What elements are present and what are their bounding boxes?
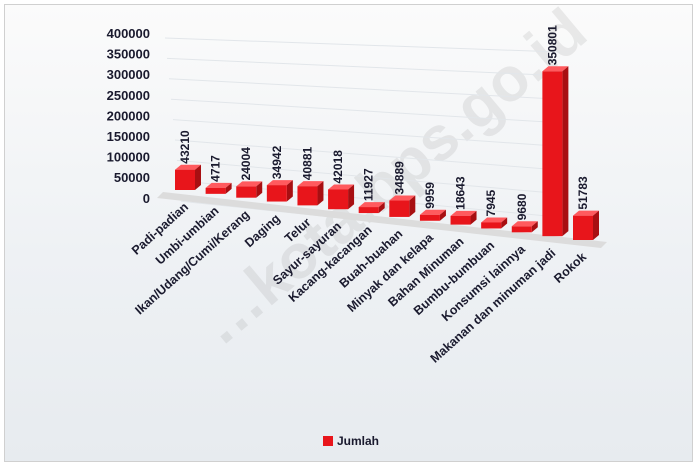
- data-label: 9959: [423, 182, 437, 209]
- chart-floor: [157, 192, 607, 248]
- bar-front: [236, 186, 257, 198]
- gridline: [176, 159, 561, 195]
- bar-side: [317, 181, 324, 206]
- bar: [511, 221, 538, 233]
- bar-top: [450, 210, 477, 216]
- bar-front: [266, 185, 287, 202]
- bar-side: [562, 66, 569, 237]
- y-tick-label: 400000: [107, 26, 150, 41]
- bar: [266, 180, 293, 202]
- bar-side: [593, 210, 599, 240]
- legend: Jumlah: [323, 434, 379, 448]
- y-tick-label: 0: [143, 191, 150, 206]
- bar-front: [205, 187, 226, 194]
- gridline: [164, 37, 561, 53]
- bar-front: [328, 189, 349, 210]
- bar-front: [175, 169, 195, 190]
- legend-swatch: [323, 436, 333, 446]
- data-label: 40881: [300, 146, 314, 180]
- y-axis-ticks: 400000 350000 300000 250000 200000 150000 1000…: [107, 26, 150, 206]
- data-label: 43210: [178, 130, 192, 164]
- bar-front: [450, 215, 471, 225]
- gridline: [168, 78, 561, 100]
- y-tick-label: 200000: [107, 108, 150, 123]
- gridline: [170, 98, 561, 124]
- bar: [236, 181, 263, 198]
- bar-side: [348, 184, 355, 210]
- y-tick-label: 300000: [107, 67, 150, 82]
- bar-front: [573, 215, 593, 240]
- bar-front: [389, 200, 410, 217]
- data-label: 9680: [515, 193, 529, 220]
- data-label: 4717: [209, 155, 223, 182]
- data-label: 7945: [484, 189, 498, 216]
- bar-top: [175, 164, 201, 170]
- bar-front: [511, 226, 532, 233]
- bar-side: [531, 221, 538, 233]
- bar-top: [297, 181, 324, 187]
- gridline: [174, 139, 561, 171]
- bar: [481, 217, 508, 229]
- bar-front: [542, 71, 563, 237]
- bar-side: [286, 180, 293, 202]
- category-label: Telur: [282, 215, 313, 245]
- bar-top: [481, 217, 508, 223]
- bar: [175, 164, 201, 190]
- bar-side: [409, 195, 416, 217]
- bar: [419, 209, 446, 221]
- bar: [389, 195, 416, 217]
- gridline: [166, 57, 561, 77]
- data-labels: 43210 4717 24004 34942 40881 42018 11927 34889 9…: [178, 25, 590, 220]
- bar: [328, 184, 355, 210]
- y-tick-label: 100000: [107, 150, 150, 165]
- bar-side: [378, 202, 385, 214]
- bar-front: [481, 222, 502, 229]
- y-tick-label: 150000: [107, 129, 150, 144]
- data-label: 34889: [392, 161, 406, 195]
- bar-top: [419, 209, 446, 215]
- bar: [573, 210, 599, 240]
- floor-plane: [157, 192, 607, 248]
- bar-side: [195, 164, 201, 190]
- bar-top: [328, 184, 355, 190]
- bar-top: [236, 181, 263, 187]
- bar-top: [266, 180, 293, 186]
- bar-top: [205, 182, 232, 188]
- bar: [205, 182, 232, 194]
- bar: [297, 181, 324, 206]
- bar-side: [501, 217, 508, 229]
- bar-front: [419, 214, 440, 221]
- bar-top: [511, 221, 538, 227]
- y-tick-label: 350000: [107, 47, 150, 62]
- bar-top: [389, 195, 416, 201]
- data-label: 350801: [545, 25, 559, 65]
- data-label: 42018: [331, 150, 345, 184]
- bar-side: [256, 181, 263, 198]
- data-label: 34942: [270, 145, 284, 179]
- bar-top: [573, 210, 599, 216]
- bar-top: [542, 66, 569, 72]
- bar-side: [225, 182, 232, 194]
- y-tick-label: 250000: [107, 88, 150, 103]
- bar-side: [439, 209, 446, 221]
- bar: [450, 210, 477, 225]
- bar-front: [297, 186, 318, 206]
- data-label: 51783: [576, 176, 590, 210]
- data-label: 24004: [239, 147, 253, 181]
- bar-front: [358, 207, 379, 214]
- bar: [358, 202, 385, 214]
- data-label: 18643: [454, 176, 468, 210]
- bar-top: [358, 202, 385, 208]
- data-label: 11927: [362, 168, 376, 201]
- bar-side: [470, 210, 477, 225]
- y-tick-label: 50000: [114, 170, 150, 185]
- bars: [175, 66, 599, 240]
- legend-label: Jumlah: [337, 434, 379, 448]
- gridline: [172, 119, 561, 147]
- bar: [542, 66, 569, 237]
